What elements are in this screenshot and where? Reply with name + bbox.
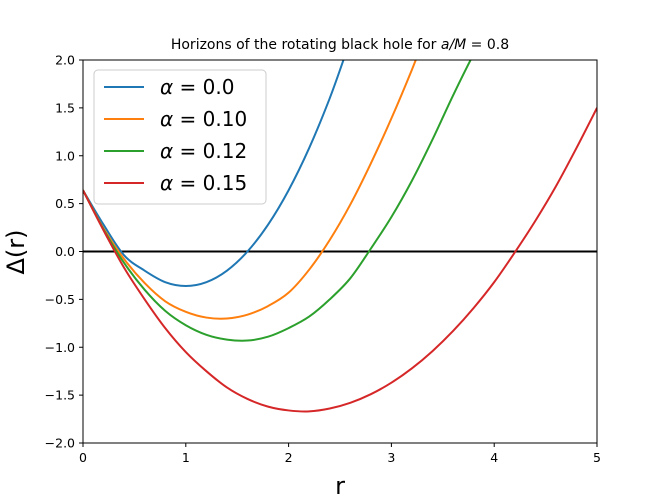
legend-symbol: α	[160, 107, 173, 131]
legend-symbol: α	[160, 75, 173, 99]
y-tick-label: 2.0	[55, 53, 75, 68]
y-axis-ticks: −2.0 −1.5 −1.0 −0.5 0.0 0.5 1.0 1.5 2.0	[45, 53, 83, 451]
x-axis-ticks: 0 1 2 3 4 5	[79, 443, 601, 465]
y-tick-label: −1.0	[45, 340, 75, 355]
legend-value: = 0.15	[173, 171, 247, 195]
y-tick-label: 0.0	[55, 244, 75, 259]
y-tick-label: −0.5	[45, 292, 75, 307]
legend-entry-0: α = 0.0	[160, 75, 234, 99]
plot-area	[83, 60, 597, 413]
legend-symbol: α	[160, 139, 173, 163]
chart-title-math: a/M	[441, 37, 466, 53]
y-tick-label: 0.5	[55, 196, 75, 211]
x-tick-label: 5	[593, 450, 601, 465]
series-line-0	[83, 60, 345, 287]
legend-entry-3: α = 0.15	[160, 171, 247, 195]
plot-frame	[82, 59, 598, 444]
y-tick-label: −1.5	[45, 388, 75, 403]
legend-box	[93, 69, 267, 205]
x-tick-label: 2	[285, 450, 293, 465]
y-axis-label: Δ(r)	[2, 229, 30, 274]
legend-value: = 0.12	[173, 139, 247, 163]
chart-title: Horizons of the rotating black hole for …	[171, 37, 509, 53]
y-tick-label: −2.0	[45, 436, 75, 451]
chart-title-prefix: Horizons of the rotating black hole for	[171, 37, 441, 53]
series-line-2	[83, 60, 472, 342]
legend-entry-2: α = 0.12	[160, 139, 247, 163]
series-line-1	[83, 60, 417, 320]
legend-value: = 0.10	[173, 107, 247, 131]
legend-symbol: α	[160, 171, 173, 195]
legend: α = 0.0α = 0.10α = 0.12α = 0.15	[93, 69, 267, 205]
x-axis-label: r	[335, 472, 345, 498]
chart-title-suffix: = 0.8	[466, 37, 509, 53]
x-tick-label: 3	[387, 450, 395, 465]
x-tick-label: 4	[490, 450, 498, 465]
y-tick-label: 1.5	[55, 100, 75, 115]
y-tick-label: 1.0	[55, 148, 75, 163]
series-lines	[83, 60, 597, 413]
series-line-3	[83, 107, 597, 413]
legend-value: = 0.0	[173, 75, 234, 99]
x-tick-label: 0	[79, 450, 87, 465]
legend-entry-1: α = 0.10	[160, 107, 247, 131]
x-tick-label: 1	[182, 450, 190, 465]
